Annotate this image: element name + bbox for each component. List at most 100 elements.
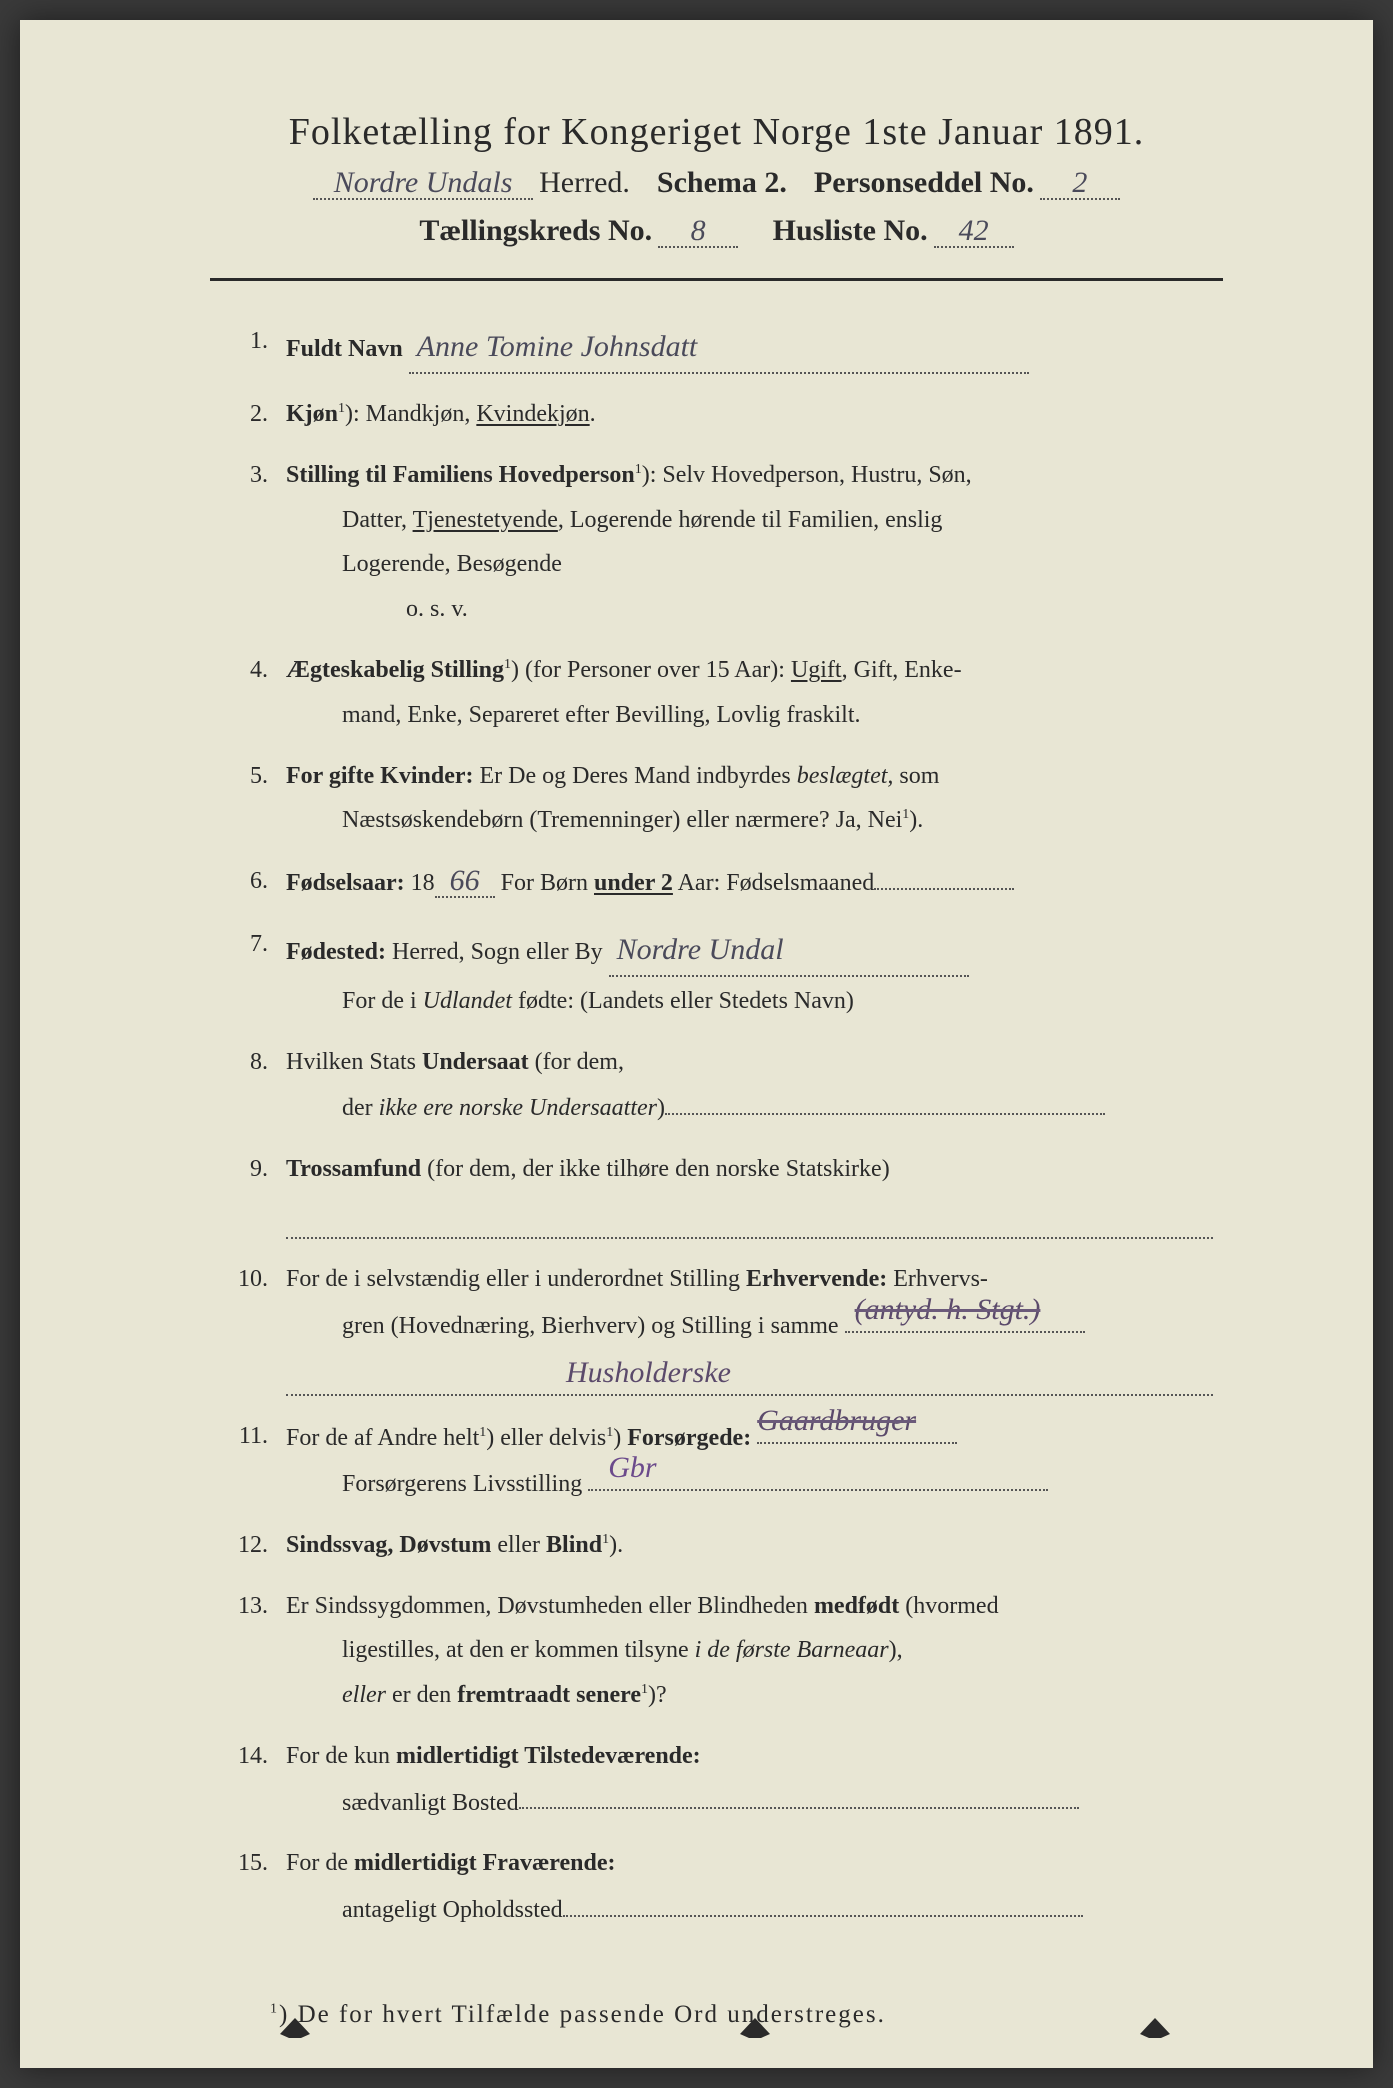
row-content: For de midlertidigt Fraværende: antageli… <box>286 1843 1213 1930</box>
field-label: Fødested: <box>286 939 386 965</box>
row-content: For gifte Kvinder: Er De og Deres Mand i… <box>286 756 1213 842</box>
husliste-no: 42 <box>934 216 1014 248</box>
text: , Gift, Enke- <box>842 657 962 683</box>
text-bold: Blind <box>546 1532 602 1558</box>
text: For de kun <box>286 1743 396 1769</box>
field-label: For gifte Kvinder: <box>286 763 474 789</box>
text: , Logerende hørende til Familien, enslig <box>558 507 943 533</box>
line: sædvanligt Bosted <box>286 1781 1213 1824</box>
census-form-page: Folketælling for Kongeriget Norge 1ste J… <box>20 20 1373 2068</box>
text: Forsørgerens Livsstilling <box>342 1471 582 1497</box>
row-content: Er Sindssygdommen, Døvstumheden eller Bl… <box>286 1586 1213 1716</box>
row-num: 9. <box>230 1149 286 1190</box>
text: fødte: (Landets eller Stedets Navn) <box>512 988 854 1014</box>
text: ). <box>909 807 923 833</box>
field-label: Trossamfund <box>286 1156 421 1182</box>
text: For Børn <box>495 870 594 896</box>
text: Hvilken Stats <box>286 1049 422 1075</box>
row-num: 13. <box>230 1586 286 1627</box>
sup: 1 <box>338 401 345 416</box>
text: For de i selvstændig eller i underordnet… <box>286 1266 746 1292</box>
row-num: 15. <box>230 1843 286 1884</box>
handwritten-purple: Gbr <box>608 1442 656 1493</box>
kreds-label: Tællingskreds No. <box>419 214 652 248</box>
footnote-text: ) De for hvert Tilfælde passende Ord und… <box>279 2001 886 2028</box>
header-line-1: Nordre Undals Herred. Schema 2. Personse… <box>200 166 1233 200</box>
header-line-2: Tællingskreds No. 8 Husliste No. 42 <box>200 214 1233 248</box>
line: antageligt Opholdssted <box>286 1888 1213 1931</box>
row-7: 7. Fødested: Herred, Sogn eller By Nordr… <box>230 924 1213 1022</box>
line: Logerende, Besøgende <box>286 544 1213 585</box>
row-content: Ægteskabelig Stilling1) (for Personer ov… <box>286 650 1213 736</box>
row-num: 12. <box>230 1525 286 1566</box>
text: ) eller delvis <box>486 1424 606 1450</box>
text: 18 <box>405 870 435 896</box>
form-header: Folketælling for Kongeriget Norge 1ste J… <box>200 110 1233 248</box>
text: (for dem, <box>529 1049 624 1075</box>
row-content: Kjøn1): Mandkjøn, Kvindekjøn. <box>286 394 1213 435</box>
text: antageligt Opholdssted <box>342 1897 563 1923</box>
text: ): Mandkjøn, <box>345 401 476 427</box>
selected-option: Ugift <box>791 657 842 683</box>
kreds-no: 8 <box>658 216 738 248</box>
text: der <box>342 1095 379 1121</box>
field-label: Ægteskabelig Stilling <box>286 657 504 683</box>
blank-field: Gbr <box>588 1462 1048 1491</box>
row-14: 14. For de kun midlertidigt Tilstedevære… <box>230 1736 1213 1823</box>
row-num: 11. <box>230 1416 286 1457</box>
text-bold: fremtraadt senere <box>457 1682 641 1708</box>
line: mand, Enke, Separeret efter Bevilling, L… <box>286 695 1213 736</box>
blank-line <box>286 1196 1213 1239</box>
row-5: 5. For gifte Kvinder: Er De og Deres Man… <box>230 756 1213 842</box>
text-bold: medfødt <box>814 1593 899 1619</box>
row-num: 3. <box>230 455 286 496</box>
handwritten-value: Husholderske <box>566 1347 731 1398</box>
name-value: Anne Tomine Johnsdatt <box>409 321 1029 374</box>
row-12: 12. Sindssvag, Døvstum eller Blind1). <box>230 1525 1213 1566</box>
herred-label: Herred. <box>539 166 630 200</box>
line: o. s. v. <box>286 589 1213 630</box>
row-num: 5. <box>230 756 286 797</box>
text: . <box>590 401 596 427</box>
row-15: 15. For de midlertidigt Fraværende: anta… <box>230 1843 1213 1930</box>
form-title: Folketælling for Kongeriget Norge 1ste J… <box>200 110 1233 154</box>
field-label: Kjøn <box>286 401 338 427</box>
blank-field: Gaardbruger <box>757 1416 957 1445</box>
text: ) (for Personer over 15 Aar): <box>511 657 791 683</box>
row-2: 2. Kjøn1): Mandkjøn, Kvindekjøn. <box>230 394 1213 435</box>
schema-label: Schema 2. <box>657 166 787 200</box>
selected-option: Kvindekjøn <box>476 401 589 427</box>
row-10: 10. For de i selvstændig eller i underor… <box>230 1259 1213 1396</box>
text-italic: beslægtet, <box>797 763 894 789</box>
blank-field <box>874 861 1014 890</box>
row-content: Fuldt Navn Anne Tomine Johnsdatt <box>286 321 1213 374</box>
row-content: For de af Andre helt1) eller delvis1) Fo… <box>286 1416 1213 1505</box>
row-num: 1. <box>230 321 286 362</box>
sup: 1 <box>635 462 642 477</box>
text-bold: midlertidigt Fraværende: <box>354 1850 616 1876</box>
text: For de i <box>342 988 423 1014</box>
field-label: Fuldt Navn <box>286 336 403 362</box>
blank-line: Husholderske <box>286 1352 1213 1395</box>
row-content: For de i selvstændig eller i underordnet… <box>286 1259 1213 1396</box>
row-1: 1. Fuldt Navn Anne Tomine Johnsdatt <box>230 321 1213 374</box>
field-label: Sindssvag, Døvstum <box>286 1532 491 1558</box>
text-bold: Undersaat <box>422 1049 529 1075</box>
field-label: Fødselsaar: <box>286 870 405 896</box>
text-bold: midlertidigt Tilstedeværende: <box>396 1743 701 1769</box>
blank-field <box>519 1781 1079 1810</box>
row-num: 10. <box>230 1259 286 1300</box>
text: (for dem, der ikke tilhøre den norske St… <box>421 1156 890 1182</box>
handwritten-struck: Gaardbruger <box>757 1395 916 1446</box>
field-label: Stilling til Familiens Hovedperson <box>286 462 635 488</box>
husliste-label: Husliste No. <box>773 214 928 248</box>
text: Er De og Deres Mand indbyrdes <box>474 763 797 789</box>
row-num: 6. <box>230 861 286 902</box>
footnote: 1) De for hvert Tilfælde passende Ord un… <box>200 2001 1233 2029</box>
text: ) <box>657 1095 665 1121</box>
line: For de i Udlandet fødte: (Landets eller … <box>286 981 1213 1022</box>
line: Datter, Tjenestetyende, Logerende hørend… <box>286 500 1213 541</box>
text: For de <box>286 1850 354 1876</box>
text: Aar: Fødselsmaaned <box>673 870 874 896</box>
sup: 1 <box>270 2001 279 2016</box>
